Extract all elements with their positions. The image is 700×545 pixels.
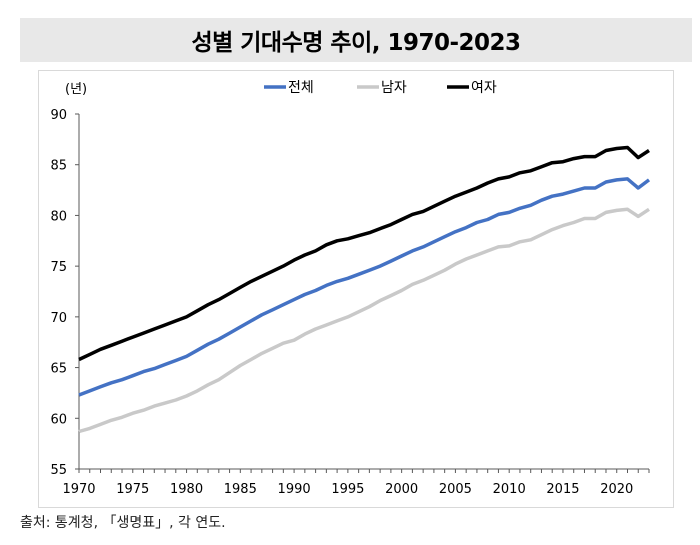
y-tick-label: 80 [50,209,67,224]
x-tick-label: 1990 [278,482,311,497]
legend-label-1: 전체 [288,80,314,96]
y-tick-label: 55 [50,463,67,478]
series-line-2 [78,207,650,434]
chart-area: 전체 남자 여자 (년) 55 60 65 70 75 80 85 90 1970 1975 1980 1… [38,70,674,508]
x-tick-label: 2015 [546,482,579,497]
series-lines [78,145,651,434]
axes: 55 60 65 70 75 80 85 90 1970 1975 1980 1985 1990 1995… [50,108,650,497]
y-tick-label: 70 [50,311,67,326]
y-axis-label: (년) [65,82,87,97]
x-tick-label: 2000 [385,482,418,497]
legend: 전체 남자 여자 [264,80,497,96]
y-tick-label: 75 [50,260,67,275]
x-tick-label: 1985 [224,482,257,497]
legend-label-3: 여자 [471,80,497,96]
y-tick-label: 60 [50,412,67,427]
x-tick-label: 2005 [439,482,472,497]
y-tick-label: 90 [50,108,67,123]
x-tick-label: 2010 [493,482,526,497]
series-line-1 [78,177,651,397]
series-line-3 [78,145,650,362]
x-tick-label: 2020 [600,482,633,497]
x-tick-label: 1970 [62,482,95,497]
y-tick-label: 85 [50,159,67,174]
title-bar: 성별 기대수명 추이, 1970-2023 [20,18,692,62]
x-tick-label: 1975 [116,482,149,497]
x-tick-label: 1980 [170,482,203,497]
y-tick-label: 65 [50,362,67,377]
legend-label-2: 남자 [381,80,407,96]
line-chart: 전체 남자 여자 (년) 55 60 65 70 75 80 85 90 1970 1975 1980 1… [50,80,651,497]
source-note: 출처: 통계청, 「생명표」, 각 연도. [20,515,226,531]
chart-title: 성별 기대수명 추이, 1970-2023 [191,30,521,56]
x-tick-label: 1995 [331,482,364,497]
